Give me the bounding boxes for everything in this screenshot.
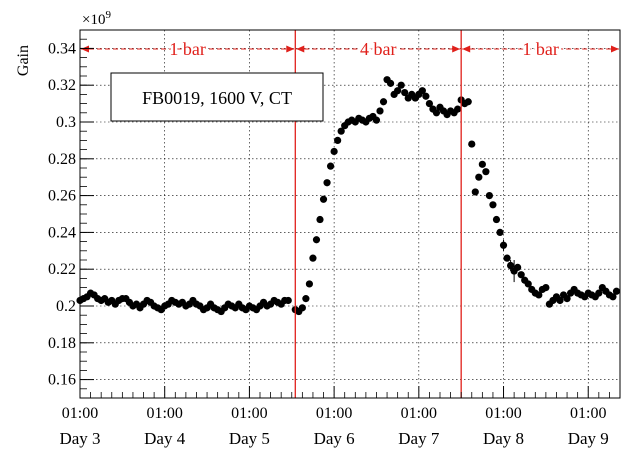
data-point xyxy=(319,195,328,203)
data-point xyxy=(496,228,504,236)
data-point xyxy=(482,168,490,176)
data-point xyxy=(475,173,483,181)
x-tick-time-label: 01:00 xyxy=(401,405,437,422)
y-tick-label: 0.18 xyxy=(48,335,76,352)
x-tick-day-label: Day 4 xyxy=(144,429,186,448)
data-point xyxy=(330,147,338,156)
data-point xyxy=(485,192,494,200)
data-point xyxy=(432,109,441,117)
y-tick-label: 0.26 xyxy=(48,188,76,205)
data-point xyxy=(535,291,543,299)
data-point xyxy=(556,296,564,305)
data-point xyxy=(524,280,532,288)
y-tick-label: 0.28 xyxy=(48,151,76,168)
axes: 0.16 0.18 0.2 0.22 0.24 0.26 0.28 0.3 0.32 0.34 01… xyxy=(48,29,621,448)
y-axis-label: Gain xyxy=(15,45,32,76)
pressure-regions: 1 bar 4 bar 1 bar xyxy=(81,37,619,62)
pressure-region-label: 1 bar xyxy=(169,39,205,59)
legend-text: FB0019, 1600 V, CT xyxy=(142,88,292,108)
x-tick-time-label: 01:00 xyxy=(231,405,267,422)
data-point xyxy=(379,98,388,106)
data-point xyxy=(503,254,511,262)
data-points xyxy=(76,76,621,316)
x-tick-day-label: Day 8 xyxy=(483,429,524,448)
arrow-head-right xyxy=(286,45,295,53)
data-point xyxy=(609,293,617,301)
x-tick-time-label: 01:00 xyxy=(570,405,606,422)
data-point xyxy=(401,88,409,97)
data-point xyxy=(284,296,292,305)
data-point xyxy=(302,295,310,303)
error-bars xyxy=(503,239,515,283)
data-point xyxy=(454,105,462,113)
y-exponent: ×109 xyxy=(82,9,111,28)
arrow-head-left xyxy=(462,45,471,53)
data-point xyxy=(478,160,486,168)
data-point xyxy=(386,79,395,87)
arrow-head-right xyxy=(452,45,461,53)
data-point xyxy=(372,116,381,124)
data-point xyxy=(563,295,571,303)
data-point xyxy=(397,81,405,89)
arrow-head-left xyxy=(81,45,89,53)
data-point xyxy=(595,289,603,297)
x-tick-time-label: 01:00 xyxy=(146,405,182,422)
data-point xyxy=(517,271,525,279)
data-point xyxy=(326,162,335,170)
arrow-head-left xyxy=(296,45,305,53)
data-point xyxy=(323,179,331,187)
data-point xyxy=(468,140,476,148)
y-tick-label: 0.24 xyxy=(48,224,76,241)
data-point xyxy=(337,127,345,135)
data-point xyxy=(316,215,324,224)
data-point xyxy=(418,87,426,95)
data-point xyxy=(334,136,342,144)
data-point xyxy=(309,254,317,262)
data-point xyxy=(422,92,430,100)
x-tick-day-label: Day 7 xyxy=(398,429,440,448)
y-tick-label: 0.3 xyxy=(56,114,76,131)
pressure-region-label: 4 bar xyxy=(360,39,396,59)
y-tick-label: 0.22 xyxy=(48,261,76,278)
data-point xyxy=(298,304,306,312)
x-tick-time-label: 01:00 xyxy=(316,405,352,422)
data-point xyxy=(492,215,501,224)
data-point xyxy=(312,236,321,244)
data-point xyxy=(376,107,384,115)
y-tick-label: 0.16 xyxy=(48,372,76,389)
arrow-head-right xyxy=(611,45,619,53)
data-point xyxy=(612,287,621,295)
data-point xyxy=(394,87,402,95)
x-tick-time-label: 01:00 xyxy=(485,405,521,422)
x-tick-day-label: Day 5 xyxy=(229,429,270,448)
x-tick-day-label: Day 9 xyxy=(568,429,609,448)
x-tick-day-label: Day 3 xyxy=(59,429,100,448)
x-tick-day-label: Day 6 xyxy=(314,429,355,448)
data-point xyxy=(542,284,550,292)
data-point xyxy=(489,201,497,209)
x-tick-time-label: 01:00 xyxy=(62,405,98,422)
data-point xyxy=(305,280,314,288)
legend-box: FB0019, 1600 V, CT xyxy=(110,72,324,122)
y-tick-label: 0.2 xyxy=(56,298,76,315)
y-tick-label: 0.32 xyxy=(48,77,76,94)
y-tick-label: 0.34 xyxy=(48,40,76,57)
pressure-region-label: 1 bar xyxy=(522,39,558,59)
data-point xyxy=(425,100,434,108)
data-point xyxy=(514,263,522,271)
data-point xyxy=(471,188,479,196)
data-point xyxy=(464,98,472,106)
